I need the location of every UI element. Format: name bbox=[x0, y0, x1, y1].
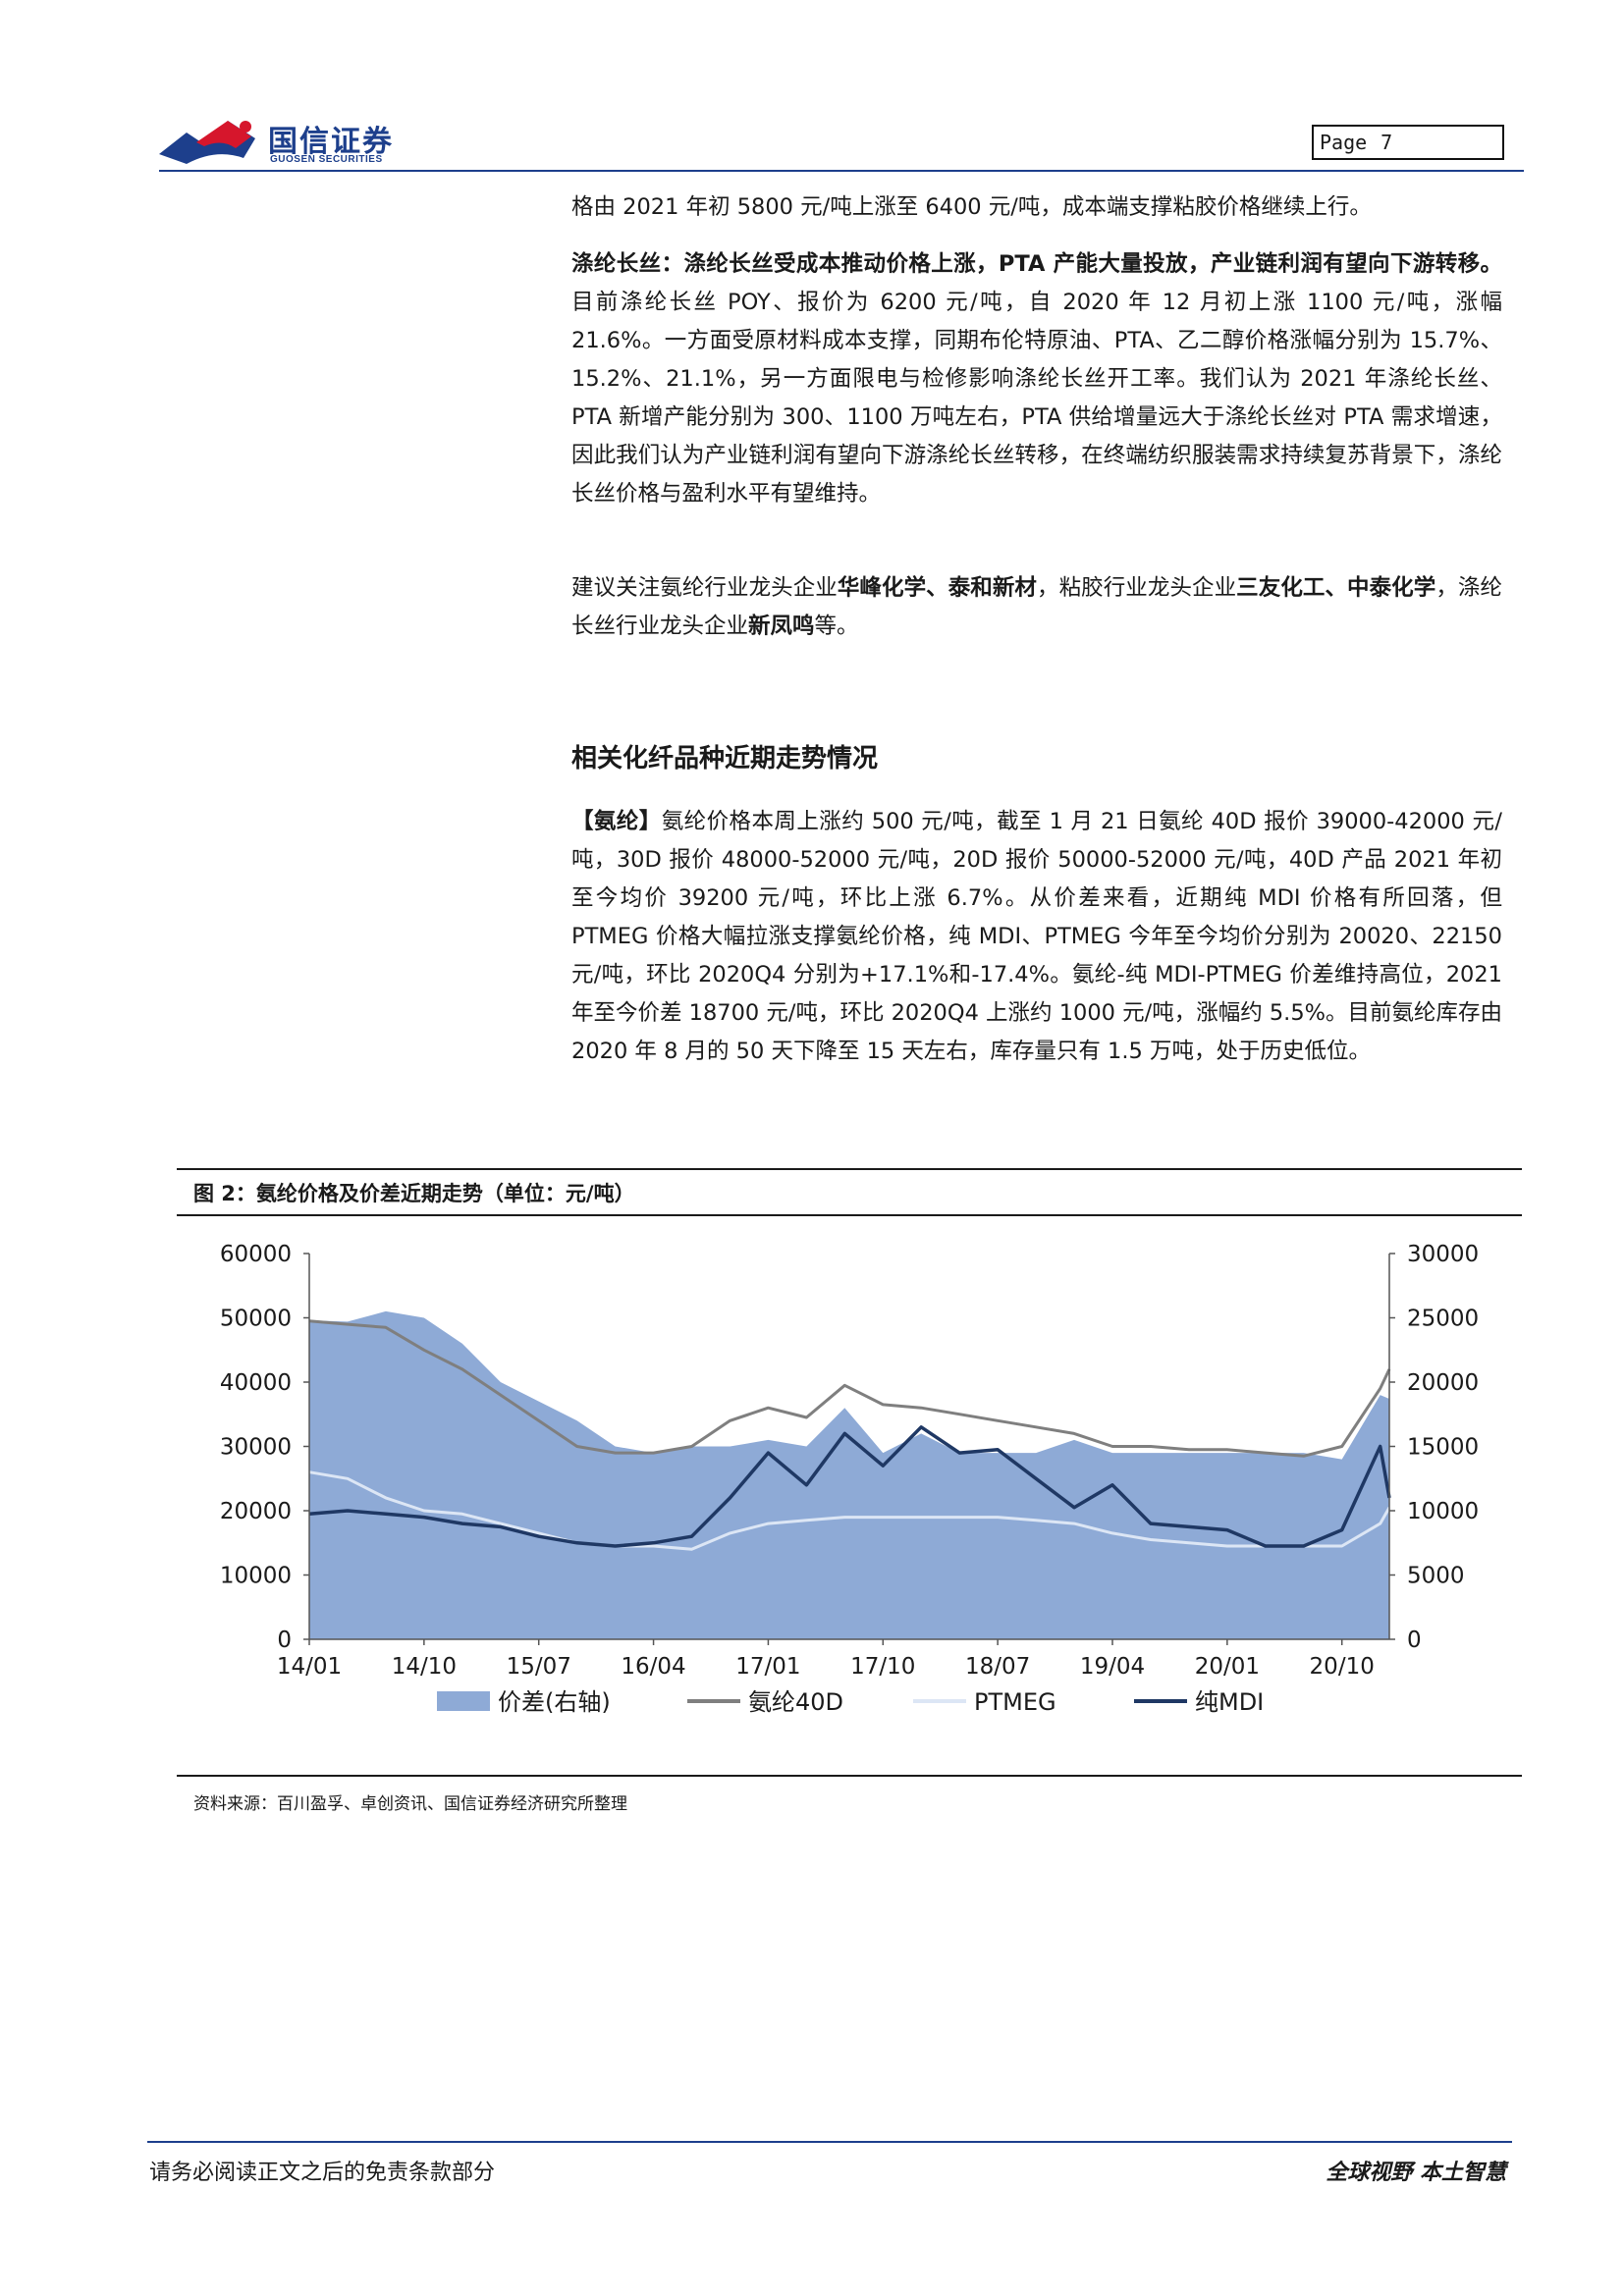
x-tick-label: 20/10 bbox=[1310, 1654, 1375, 1680]
legend-label: 价差(右轴) bbox=[498, 1688, 611, 1716]
figure-source: 资料来源：百川盈孚、卓创资讯、国信证券经济研究所整理 bbox=[193, 1794, 627, 1814]
y-right-tick-label: 10000 bbox=[1407, 1499, 1479, 1524]
logo-english-name: GUOSEN SECURITIES bbox=[270, 154, 383, 165]
footer-divider bbox=[147, 2141, 1512, 2143]
y-right-tick-label: 5000 bbox=[1407, 1564, 1465, 1589]
y-right-tick-label: 30000 bbox=[1407, 1242, 1479, 1267]
paragraph-spandex-body: 氨纶价格本周上涨约 500 元/吨，截至 1 月 21 日氨纶 40D 报价 3… bbox=[571, 809, 1503, 1064]
header-divider bbox=[159, 170, 1524, 172]
paragraph-polyester-filament: 涤纶长丝：涤纶长丝受成本推动价格上涨，PTA 产能大量投放，产业链利润有望向下游… bbox=[571, 245, 1502, 513]
x-tick-label: 19/04 bbox=[1080, 1654, 1145, 1680]
figure-title-rule bbox=[177, 1214, 1522, 1216]
y-right-tick-label: 20000 bbox=[1407, 1370, 1479, 1396]
figure-title: 图 2：氨纶价格及价差近期走势（单位：元/吨） bbox=[193, 1182, 635, 1205]
recommend-text-4: 等。 bbox=[814, 614, 859, 639]
y-right-tick-label: 25000 bbox=[1407, 1307, 1479, 1332]
paragraph-spandex-lead: 【氨纶】 bbox=[571, 809, 662, 834]
x-tick-label: 16/04 bbox=[621, 1654, 685, 1680]
page-label: Page bbox=[1320, 131, 1368, 154]
y-left-tick-label: 60000 bbox=[220, 1242, 292, 1267]
paragraph-spandex: 【氨纶】氨纶价格本周上涨约 500 元/吨，截至 1 月 21 日氨纶 40D … bbox=[571, 803, 1502, 1071]
page-number-box: Page 7 bbox=[1312, 125, 1504, 160]
section-title: 相关化纤品种近期走势情况 bbox=[571, 744, 879, 774]
recommend-text-1: 建议关注氨纶行业龙头企业 bbox=[571, 575, 838, 601]
y-right-tick-label: 0 bbox=[1407, 1628, 1422, 1653]
spandex-price-chart: 0 10000 20000 30000 40000 50000 60000 0 5000 1000… bbox=[220, 1242, 1479, 1716]
x-tick-label: 17/10 bbox=[850, 1654, 915, 1680]
recommend-spandex-leaders: 华峰化学、泰和新材 bbox=[837, 575, 1038, 601]
legend-label: 氨纶40D bbox=[748, 1688, 843, 1716]
paragraph-polyester-lead: 涤纶长丝：涤纶长丝受成本推动价格上涨，PTA 产能大量投放，产业链利润有望向下游… bbox=[571, 251, 1502, 277]
y-right-tick-label: 15000 bbox=[1407, 1435, 1479, 1461]
recommend-polyester-leader: 新凤鸣 bbox=[748, 614, 815, 639]
figure-bottom-rule bbox=[177, 1775, 1522, 1777]
footer-disclaimer: 请务必阅读正文之后的免责条款部分 bbox=[149, 2161, 496, 2185]
paragraph-recommendation: 建议关注氨纶行业龙头企业华峰化学、泰和新材，粘胶行业龙头企业三友化工、中泰化学，… bbox=[571, 569, 1502, 646]
series-line-2 bbox=[308, 1470, 1391, 1551]
recommend-viscose-leaders: 三友化工、中泰化学 bbox=[1236, 575, 1436, 601]
recommend-text-3: ，涤纶长丝行业龙头企业 bbox=[571, 575, 1502, 639]
y-left-tick-label: 20000 bbox=[220, 1499, 292, 1524]
x-tick-label: 15/07 bbox=[507, 1654, 571, 1680]
figure-top-rule bbox=[177, 1168, 1522, 1170]
paragraph-polyester-body: 目前涤纶长丝 POY、报价为 6200 元/吨，自 2020 年 12 月初上涨… bbox=[571, 290, 1502, 507]
paragraph-viscose-cost: 格由 2021 年初 5800 元/吨上涨至 6400 元/吨，成本端支撑粘胶价… bbox=[571, 194, 1372, 220]
series-area-spread bbox=[309, 1310, 1389, 1639]
legend-label: 纯MDI bbox=[1195, 1688, 1264, 1716]
x-tick-label: 14/10 bbox=[392, 1654, 457, 1680]
guosen-logo: 国信证券 GUOSEN SECURITIES bbox=[157, 113, 412, 172]
recommend-text-2: ，粘胶行业龙头企业 bbox=[1037, 575, 1237, 601]
y-left-tick-label: 30000 bbox=[220, 1435, 292, 1461]
legend-swatch-spread bbox=[437, 1691, 490, 1711]
logo-chinese-name: 国信证券 bbox=[268, 125, 394, 159]
y-left-tick-label: 50000 bbox=[220, 1307, 292, 1332]
y-left-tick-label: 0 bbox=[277, 1628, 292, 1653]
x-tick-label: 14/01 bbox=[277, 1654, 342, 1680]
series-line-1 bbox=[308, 1319, 1391, 1458]
x-tick-label: 17/01 bbox=[735, 1654, 800, 1680]
x-tick-label: 18/07 bbox=[965, 1654, 1030, 1680]
footer-slogan: 全球视野 本土智慧 bbox=[1326, 2161, 1506, 2185]
x-tick-label: 20/01 bbox=[1195, 1654, 1260, 1680]
guosen-logo-icon bbox=[159, 121, 255, 164]
y-left-tick-label: 40000 bbox=[220, 1370, 292, 1396]
y-left-tick-label: 10000 bbox=[220, 1564, 292, 1589]
page-number: 7 bbox=[1380, 131, 1393, 154]
legend-label: PTMEG bbox=[974, 1688, 1056, 1716]
series-line-3 bbox=[308, 1425, 1391, 1548]
